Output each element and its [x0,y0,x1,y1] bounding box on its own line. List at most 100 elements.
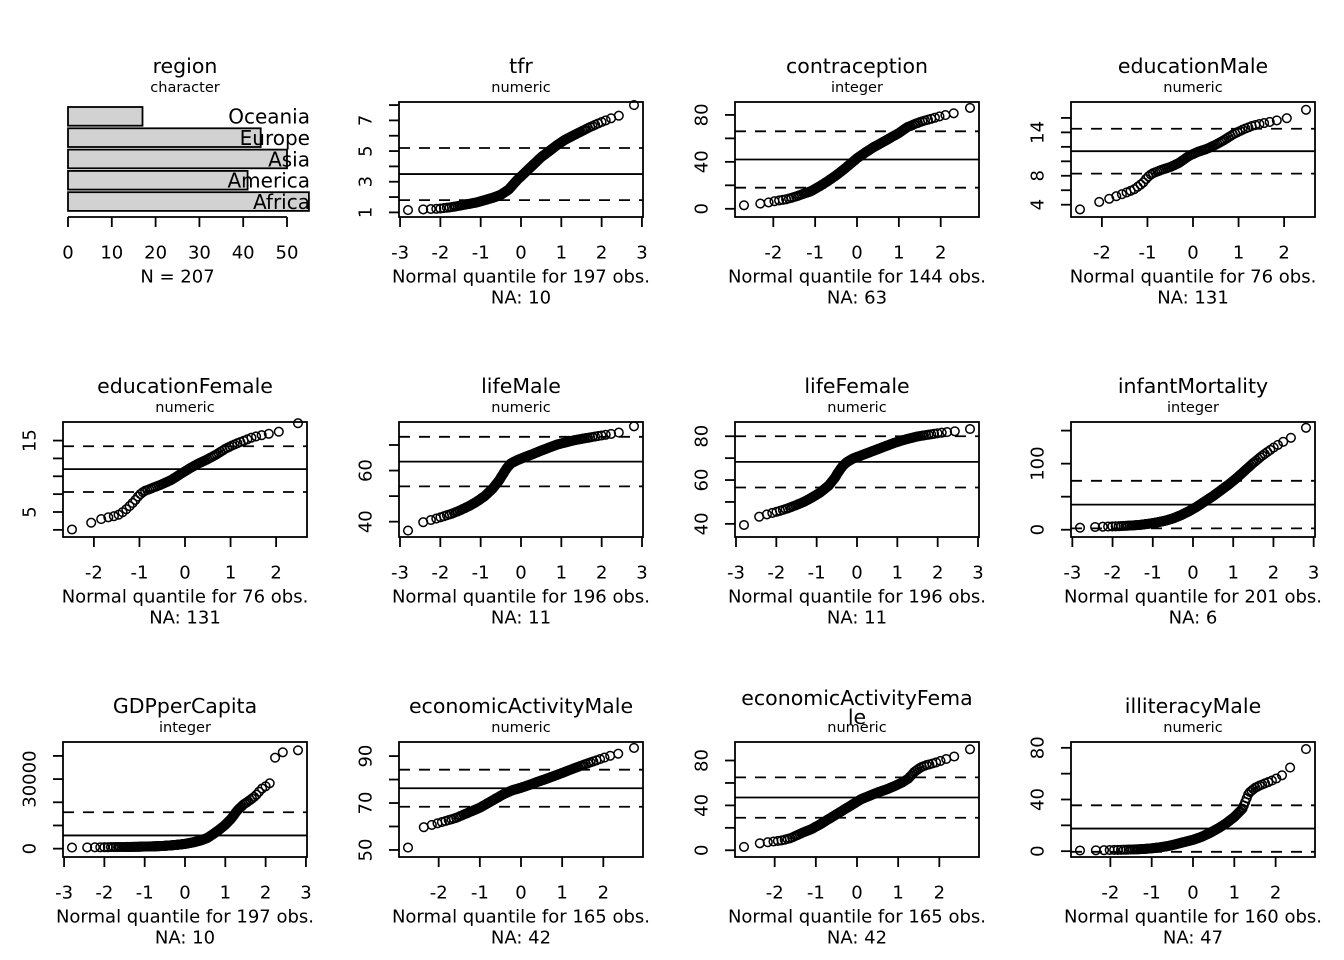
panel-type-label: numeric [155,400,214,416]
data-point [932,428,943,439]
y-tick-label: 100 [1028,446,1049,480]
x-tick-label: 0 [62,243,73,264]
x-tick-label: -3 [727,563,745,584]
y-tick-label: 60 [355,459,376,482]
x-tick-label: -1 [136,883,154,904]
data-point [82,842,93,853]
panel-title-line2: le [848,705,866,729]
x-tick-label: -1 [472,563,490,584]
data-point [1264,116,1275,127]
na-count-label: NA: 11 [827,608,887,629]
y-tick-label: 5 [355,145,376,156]
x-axis-label: Normal quantile for 196 obs. [728,587,986,608]
x-axis-label: Normal quantile for 76 obs. [1070,267,1317,288]
na-count-label: NA: 11 [491,608,551,629]
data-point [95,842,106,853]
na-count-label: NA: 10 [155,928,215,949]
y-tick-label: 40 [355,510,376,533]
x-tick-label: 2 [270,563,281,584]
data-point [270,752,281,763]
data-point [964,423,976,435]
data-point [1094,196,1105,207]
x-tick-label: 10 [100,243,123,264]
data-point [934,111,945,122]
data-point [121,504,132,515]
data-point [1271,773,1282,784]
data-point [1300,422,1312,433]
x-tick-label: 2 [598,883,609,904]
data-point [772,835,783,846]
panel-title: tfr [509,54,533,78]
bar-category-label: Oceania [228,105,310,129]
y-tick-label: 0 [1028,524,1049,535]
x-tick-label: 0 [1187,563,1198,584]
data-point [762,837,773,848]
data-point [1109,844,1120,855]
panel-type-label: numeric [827,400,886,416]
panel-title: region [153,54,218,78]
y-tick-label: 80 [692,749,713,772]
data-point [948,108,959,119]
x-axis-label: Normal quantile for 201 obs. [1064,587,1322,608]
data-point [124,501,135,512]
x-tick-label: 0 [515,243,526,264]
panel-title: GDPperCapita [113,694,257,718]
y-tick-label: 40 [692,150,713,173]
panel-title: illiteracyMale [1125,694,1261,718]
x-tick-label: -2 [1101,883,1119,904]
qq-plot: tfr numeric -3 -2 -1 0 1 2 3 1 3 5 7 Normal quantile … [355,54,650,309]
x-tick-label: 2 [934,883,945,904]
x-tick-label: 0 [179,563,190,584]
data-point [426,819,437,830]
data-point [402,842,414,853]
data-point [402,205,414,216]
x-tick-label: 0 [515,883,526,904]
x-tick-label: 0 [851,883,862,904]
y-tick-label: 80 [1028,736,1049,759]
data-point [292,745,304,756]
data-point [1135,179,1146,190]
panel-title: lifeMale [481,374,561,398]
na-count-label: NA: 47 [1163,928,1223,949]
panel-title: contraception [786,54,928,78]
data-point [774,195,785,206]
x-tick-label: 1 [220,883,231,904]
data-point [103,512,114,523]
x-tick-label: 3 [300,883,311,904]
y-tick-label: 14 [1027,121,1048,144]
bar [67,191,310,212]
data-point [606,428,617,439]
na-count-label: NA: 42 [491,928,551,949]
x-tick-label: 0 [851,563,862,584]
data-point [418,204,429,215]
y-tick-label: 0 [19,843,40,854]
data-point [1300,104,1312,115]
data-point [425,514,436,526]
data-point [600,115,611,126]
y-tick-label: 7 [356,115,377,126]
y-tick-label: 80 [692,103,713,126]
x-tick-label: -1 [471,883,489,904]
panel-title: educationFemale [97,374,273,398]
x-tick-label: 2 [596,563,607,584]
x-tick-label: 2 [932,563,943,584]
data-point [738,519,750,531]
data-point [1259,118,1270,129]
data-point [929,112,940,123]
data-point [89,842,100,853]
data-point [936,427,947,438]
panel-illiteracyMale: illiteracyMale numeric -2 -1 0 1 2 0 40 80 Normal … [1008,640,1344,960]
data-point [931,757,942,768]
data-point [1074,204,1086,215]
y-tick-label: 0 [691,203,712,214]
data-point [66,524,78,535]
x-tick-label: -2 [767,563,785,584]
x-tick-label: 3 [636,563,647,584]
bar [67,106,144,127]
x-tick-label: 2 [1270,883,1281,904]
data-point [431,203,442,214]
data-point [86,517,97,528]
